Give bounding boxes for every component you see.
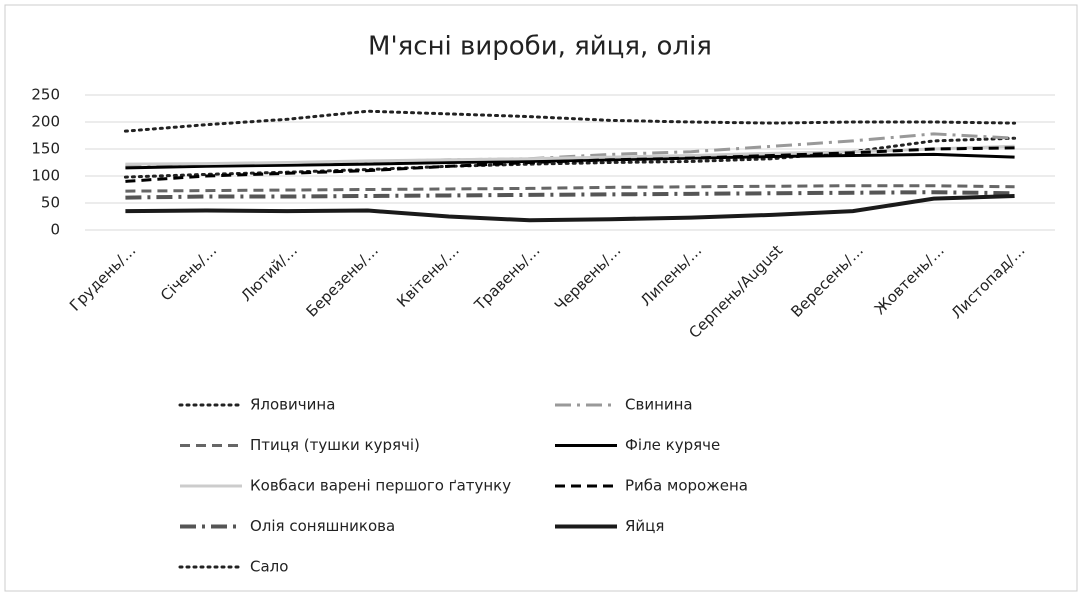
legend-label: Птиця (тушки курячі) [250, 436, 420, 454]
series-line [125, 152, 1015, 170]
legend-label: Риба морожена [625, 477, 748, 495]
legend-label: Філе куряче [625, 436, 720, 454]
series-line [123, 109, 1017, 133]
y-tick-label: 250 [31, 86, 60, 104]
chart-title: М'ясні вироби, яйця, олія [368, 32, 712, 62]
legend-label: Свинина [625, 396, 693, 414]
series-line [125, 146, 1015, 183]
series-line [125, 190, 1015, 200]
y-tick-label: 50 [41, 194, 60, 212]
series-line [125, 193, 1015, 223]
chart-border [4, 4, 1078, 592]
legend-label: Ковбаси варені першого ґатунку [250, 477, 511, 495]
legend-label: Сало [250, 558, 288, 576]
legend-label: Олія соняшникова [250, 517, 395, 535]
legend-label: Яйця [625, 517, 664, 535]
y-tick-label: 150 [31, 140, 60, 158]
y-tick-label: 200 [31, 113, 60, 131]
y-tick-label: 0 [50, 221, 60, 239]
series-line [125, 184, 1015, 193]
legend-label: Яловичина [250, 396, 335, 414]
y-tick-label: 100 [31, 167, 60, 185]
